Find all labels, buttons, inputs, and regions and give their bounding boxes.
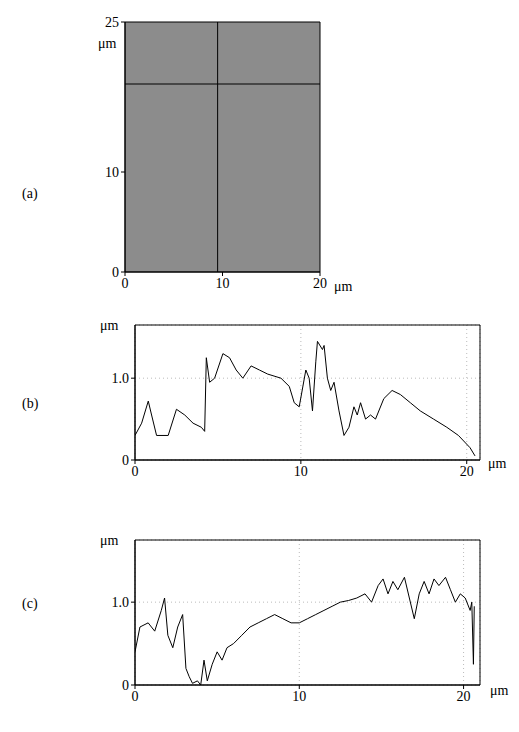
svg-text:0: 0: [122, 453, 129, 468]
svg-text:0: 0: [122, 678, 129, 693]
html-text:(c): (c): [22, 596, 38, 611]
svg-text:1.0: 1.0: [112, 595, 130, 610]
svg-text:0: 0: [132, 464, 139, 479]
html-text:(a): (a): [22, 186, 38, 201]
svg-text:10: 10: [292, 689, 306, 704]
svg-text:0: 0: [132, 689, 139, 704]
svg-text:1.0: 1.0: [112, 371, 130, 386]
html-text:μm: μm: [334, 279, 353, 294]
svg-text:10: 10: [294, 464, 308, 479]
svg-text:0: 0: [112, 265, 119, 280]
html-text:μm: μm: [488, 456, 507, 471]
html-text:μm: μm: [100, 318, 119, 333]
html-text:μm: μm: [98, 36, 117, 51]
html-text:μm: μm: [490, 683, 509, 698]
svg-text:20: 20: [457, 689, 471, 704]
svg-text:0: 0: [122, 276, 129, 291]
html-text:(b): (b): [22, 396, 39, 411]
svg-text:20: 20: [313, 276, 327, 291]
svg-text:10: 10: [216, 276, 230, 291]
svg-text:10: 10: [105, 165, 119, 180]
svg-text:25: 25: [105, 15, 119, 30]
html-text:μm: μm: [100, 533, 119, 548]
svg-text:20: 20: [460, 464, 474, 479]
